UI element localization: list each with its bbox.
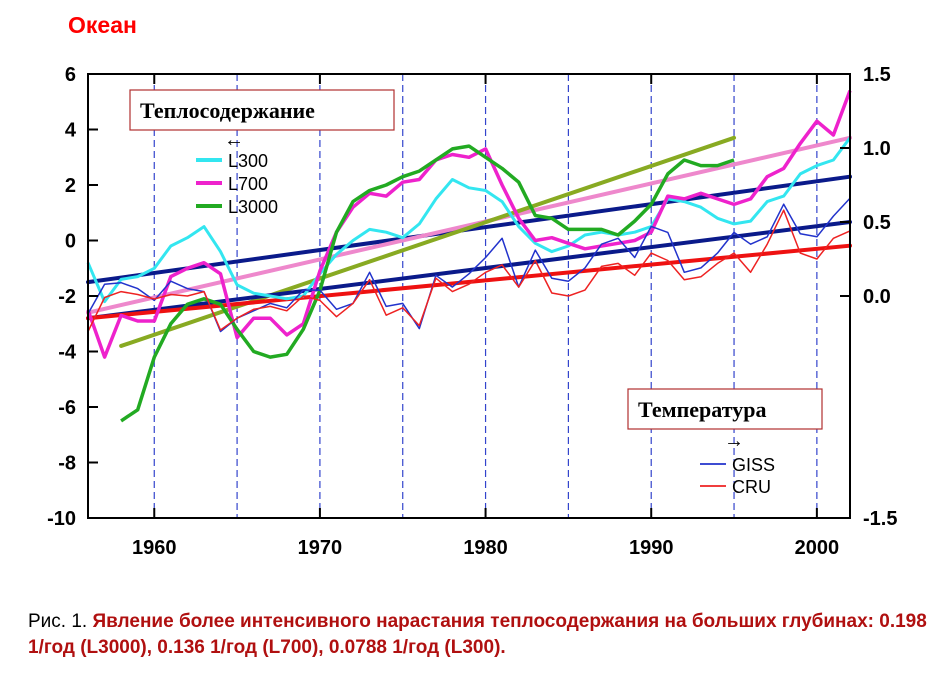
x-tick-label: 1970 [298, 537, 343, 559]
series-line-CRU [87, 209, 851, 332]
series-line-L700 [86, 89, 852, 359]
axis-ticks: 1960 1970 1980 1990 2000 6 4 2 0 -2 -4 -6 -8 -10 1.5 1.… [47, 64, 897, 559]
series-line-L300 [86, 136, 852, 304]
y-right-tick-label: 1.0 [863, 138, 891, 160]
caption-prefix: Рис. 1. [28, 611, 93, 632]
y-left-tick-label: -2 [58, 286, 76, 308]
trend-lines [86, 135, 852, 348]
legend-label-L3000: L3000 [228, 197, 278, 217]
legend-heat-arrow: ← [224, 129, 244, 151]
legend-temp-arrow: → [724, 430, 744, 452]
y-left-tick-label: 0 [65, 231, 76, 253]
y-left-tick-label: -6 [58, 397, 76, 419]
chart-title: Океан [68, 12, 137, 38]
y-left-tick-label: 6 [65, 64, 76, 86]
x-tick-label: 2000 [795, 537, 840, 559]
figure-caption: Рис. 1. Явление более интенсивного нарас… [28, 609, 938, 661]
y-right-tick-label: -1.5 [863, 508, 897, 530]
x-tick-label: 1960 [132, 537, 177, 559]
legend-label-CRU: CRU [732, 477, 771, 497]
legend-heat-box [129, 89, 395, 131]
y-right-tick-label: 1.5 [863, 64, 891, 86]
legends: Теплосодержание ←L300 L700 L3000 Температура… [129, 89, 823, 497]
legend-label-L300: L300 [228, 151, 268, 171]
trend-line-1 [86, 135, 852, 315]
x-tick-label: 1980 [463, 537, 508, 559]
series-lines [86, 89, 852, 423]
y-left-tick-label: 4 [65, 120, 77, 142]
legend-temp-box [627, 388, 823, 430]
y-left-tick-label: 2 [65, 175, 76, 197]
legend-label-GISS: GISS [732, 455, 775, 475]
trend-line-4 [86, 243, 852, 321]
trend-line-3 [86, 220, 852, 321]
series-line-L3000 [120, 144, 735, 423]
legend-heat-title: Теплосодержание [140, 98, 315, 123]
y-right-tick-label: 0.5 [863, 212, 891, 234]
y-left-tick-label: -4 [58, 342, 77, 364]
caption-text: Явление более интенсивного нарастания те… [28, 611, 927, 658]
y-left-tick-label: -8 [58, 453, 76, 475]
y-left-tick-label: -10 [47, 508, 76, 530]
x-tick-label: 1990 [629, 537, 674, 559]
legend-temp-title: Температура [638, 397, 766, 422]
legend-label-L700: L700 [228, 174, 268, 194]
y-right-tick-label: 0.0 [863, 286, 891, 308]
